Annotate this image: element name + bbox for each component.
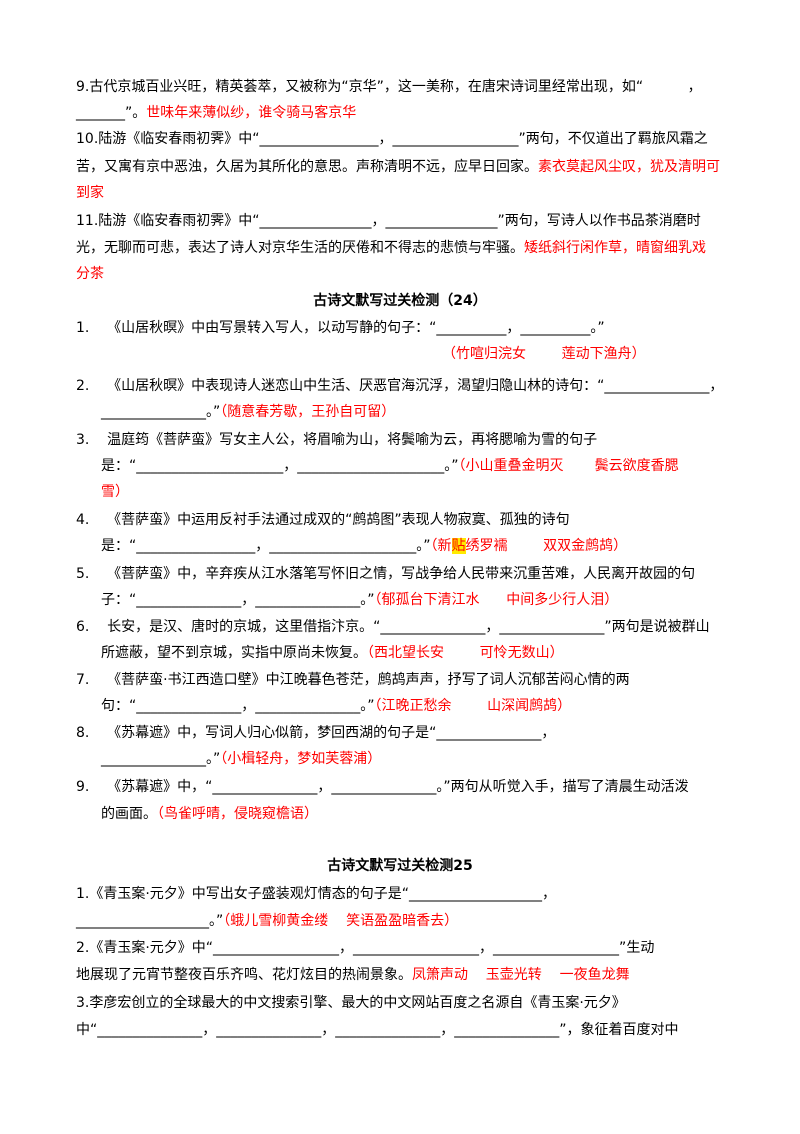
s24-q7-answer: （江晚正愁余 山深闻鹧鸪） [374, 698, 572, 714]
s24-q5-line2: 子：“_______________，_______________。”（郁孤台… [101, 590, 618, 610]
s24-q4-answer-post: 绣罗襦 双双金鹧鸪） [465, 538, 628, 554]
section-title-24: 古诗文默写过关检测（24） [313, 293, 487, 309]
s24-q4-answer-highlight: 贴 [451, 538, 466, 554]
s24-q9-answer: （鸟雀呼晴，侵晓窥檐语） [157, 806, 318, 822]
s24-q4-answer: （新贴绣罗襦 双双金鹧鸪） [430, 538, 628, 554]
s24-q3-answer-cont: 雪） [101, 484, 129, 500]
q11-line1: 11.陆游《临安春雨初霁》中“________________，________… [76, 213, 701, 229]
q9-line1: 9.古代京城百业兴旺，精英荟萃，又被称为“京华”，这一美称，在唐宋诗词里经常出现… [76, 79, 702, 95]
s25-q2-answer: 凤箫声动 玉壶光转 一夜鱼龙舞 [412, 967, 630, 983]
s24-q6-answer: （西北望长安 可怜无数山） [367, 645, 564, 661]
q9-line2: _______”。世味年来薄似纱，谁令骑马客京华 [76, 103, 356, 123]
s24-q1-line1: 1. 《山居秋暝》中由写景转入写人，以动写静的句子：“__________，__… [76, 320, 605, 336]
s24-q2-line2: _______________。”（随意春芳歇，王孙自可留） [101, 402, 395, 422]
q11-answer: 矮纸斜行闲作草，晴窗细乳戏 [524, 240, 706, 256]
s24-q7-line2: 句：“_______________，_______________。”（江晚正… [101, 696, 571, 716]
s25-q2-text: 地展现了元宵节整夜百乐齐鸣、花灯炫目的热闹景象。 [76, 967, 412, 983]
s25-q1-answer: （蛾儿雪柳黄金缕 笑语盈盈暗香去） [223, 913, 459, 929]
s24-q3-line2: 是：“_____________________，_______________… [101, 456, 679, 476]
s24-q2-blank: _______________。” [101, 404, 221, 420]
q10-answer-cont: 到家 [76, 185, 104, 201]
q10-text: 苦，又寓有京中恶浊，久居为其所化的意思。声称清明不远，应早日回家。 [76, 159, 538, 175]
s24-q9-line1: 9. 《苏幕遮》中，“_______________，_____________… [76, 779, 689, 795]
q11-line2: 光，无聊而可悲，表达了诗人对京华生活的厌倦和不得志的悲愤与牢骚。矮纸斜行闲作草，… [76, 238, 706, 258]
s25-q1-line2: ___________________。”（蛾儿雪柳黄金缕 笑语盈盈暗香去） [76, 911, 458, 931]
s25-q2-line1: 2.《青玉案·元夕》中“__________________，_________… [76, 940, 655, 956]
s25-q2-line2: 地展现了元宵节整夜百乐齐鸣、花灯炫目的热闹景象。凤箫声动 玉壶光转 一夜鱼龙舞 [76, 965, 630, 985]
q10-line1: 10.陆游《临安春雨初霁》中“_________________，_______… [76, 131, 708, 147]
s24-q4-line2: 是：“_________________，___________________… [101, 536, 627, 556]
s24-q8-line2: _______________。”（小楫轻舟，梦如芙蓉浦） [101, 749, 381, 769]
q11-answer-cont: 分茶 [76, 266, 104, 282]
q9-blank: _______”。 [76, 105, 147, 121]
s24-q7-line1: 7. 《菩萨蛮·书江西造口壁》中江晚暮色苍茫，鹧鸪声声，抒写了词人沉郁苦闷心情的… [76, 672, 630, 688]
section-title-25: 古诗文默写过关检测25 [327, 858, 473, 874]
s25-q1-blank: ___________________。” [76, 913, 224, 929]
s24-q9-text: 的画面。 [101, 806, 157, 822]
s24-q5-line1: 5. 《菩萨蛮》中，辛弃疾从江水落笔写怀旧之情，写战争给人民带来沉重苦难，人民离… [76, 566, 696, 582]
s25-q1-line1: 1.《青玉案·元夕》中写出女子盛装观灯情态的句子是“______________… [76, 886, 557, 902]
q10-line2: 苦，又寓有京中恶浊，久居为其所化的意思。声称清明不远，应早日回家。素衣莫起风尘叹… [76, 157, 720, 177]
s24-q4-line1: 4. 《菩萨蛮》中运用反衬手法通过成双的“鹧鸪图”表现人物寂寞、孤独的诗句 [76, 512, 570, 528]
s24-q8-blank: _______________。” [101, 751, 221, 767]
s24-q3-answer: （小山重叠金明灭 鬓云欲度香腮 [458, 458, 679, 474]
s24-q6-text: 所遮蔽，望不到京城，实指中原尚未恢复。 [101, 645, 367, 661]
s24-q1-answer: （竹喧归浣女 莲动下渔舟） [442, 346, 646, 362]
s24-q9-line2: 的画面。（鸟雀呼晴，侵晓窥檐语） [101, 804, 318, 824]
s24-q5-answer: （郁孤台下清江水 中间多少行人泪） [374, 592, 619, 608]
s24-q2-answer: （随意春芳歇，王孙自可留） [220, 404, 396, 420]
s24-q3-blank: 是：“_____________________，_______________… [101, 458, 459, 474]
s24-q4-blank: 是：“_________________，___________________… [101, 538, 431, 554]
s24-q6-line2: 所遮蔽，望不到京城，实指中原尚未恢复。（西北望长安 可怜无数山） [101, 643, 564, 663]
s24-q8-line1: 8. 《苏幕遮》中，写词人归心似箭，梦回西湖的句子是“_____________… [76, 725, 556, 741]
s24-q7-blank: 句：“_______________，_______________。” [101, 698, 375, 714]
q11-text: 光，无聊而可悲，表达了诗人对京华生活的厌倦和不得志的悲愤与牢骚。 [76, 240, 524, 256]
s25-q3-line1: 3.李彦宏创立的全球最大的中文搜索引擎、最大的中文网站百度之名源自《青玉案·元夕… [76, 995, 626, 1011]
s24-q4-answer-pre: （新 [430, 538, 452, 554]
q9-answer: 世味年来薄似纱，谁令骑马客京华 [146, 105, 357, 121]
s25-q3-line2: 中“_______________，_______________，______… [76, 1022, 679, 1038]
s24-q2-line1: 2. 《山居秋暝》中表现诗人迷恋山中生活、厌恶官海沉浮，渴望归隐山林的诗句：“_… [76, 378, 724, 394]
s24-q8-answer: （小楫轻舟，梦如芙蓉浦） [220, 751, 382, 767]
s24-q5-blank: 子：“_______________，_______________。” [101, 592, 375, 608]
s24-q3-line1: 3. 温庭筠《菩萨蛮》写女主人公，将眉喻为山，将鬓喻为云，再将腮喻为雪的句子 [76, 432, 598, 448]
s24-q6-line1: 6. 长安，是汉、唐时的京城，这里借指汴京。“_______________，_… [76, 619, 710, 635]
q10-answer: 素衣莫起风尘叹，犹及清明可 [538, 159, 720, 175]
